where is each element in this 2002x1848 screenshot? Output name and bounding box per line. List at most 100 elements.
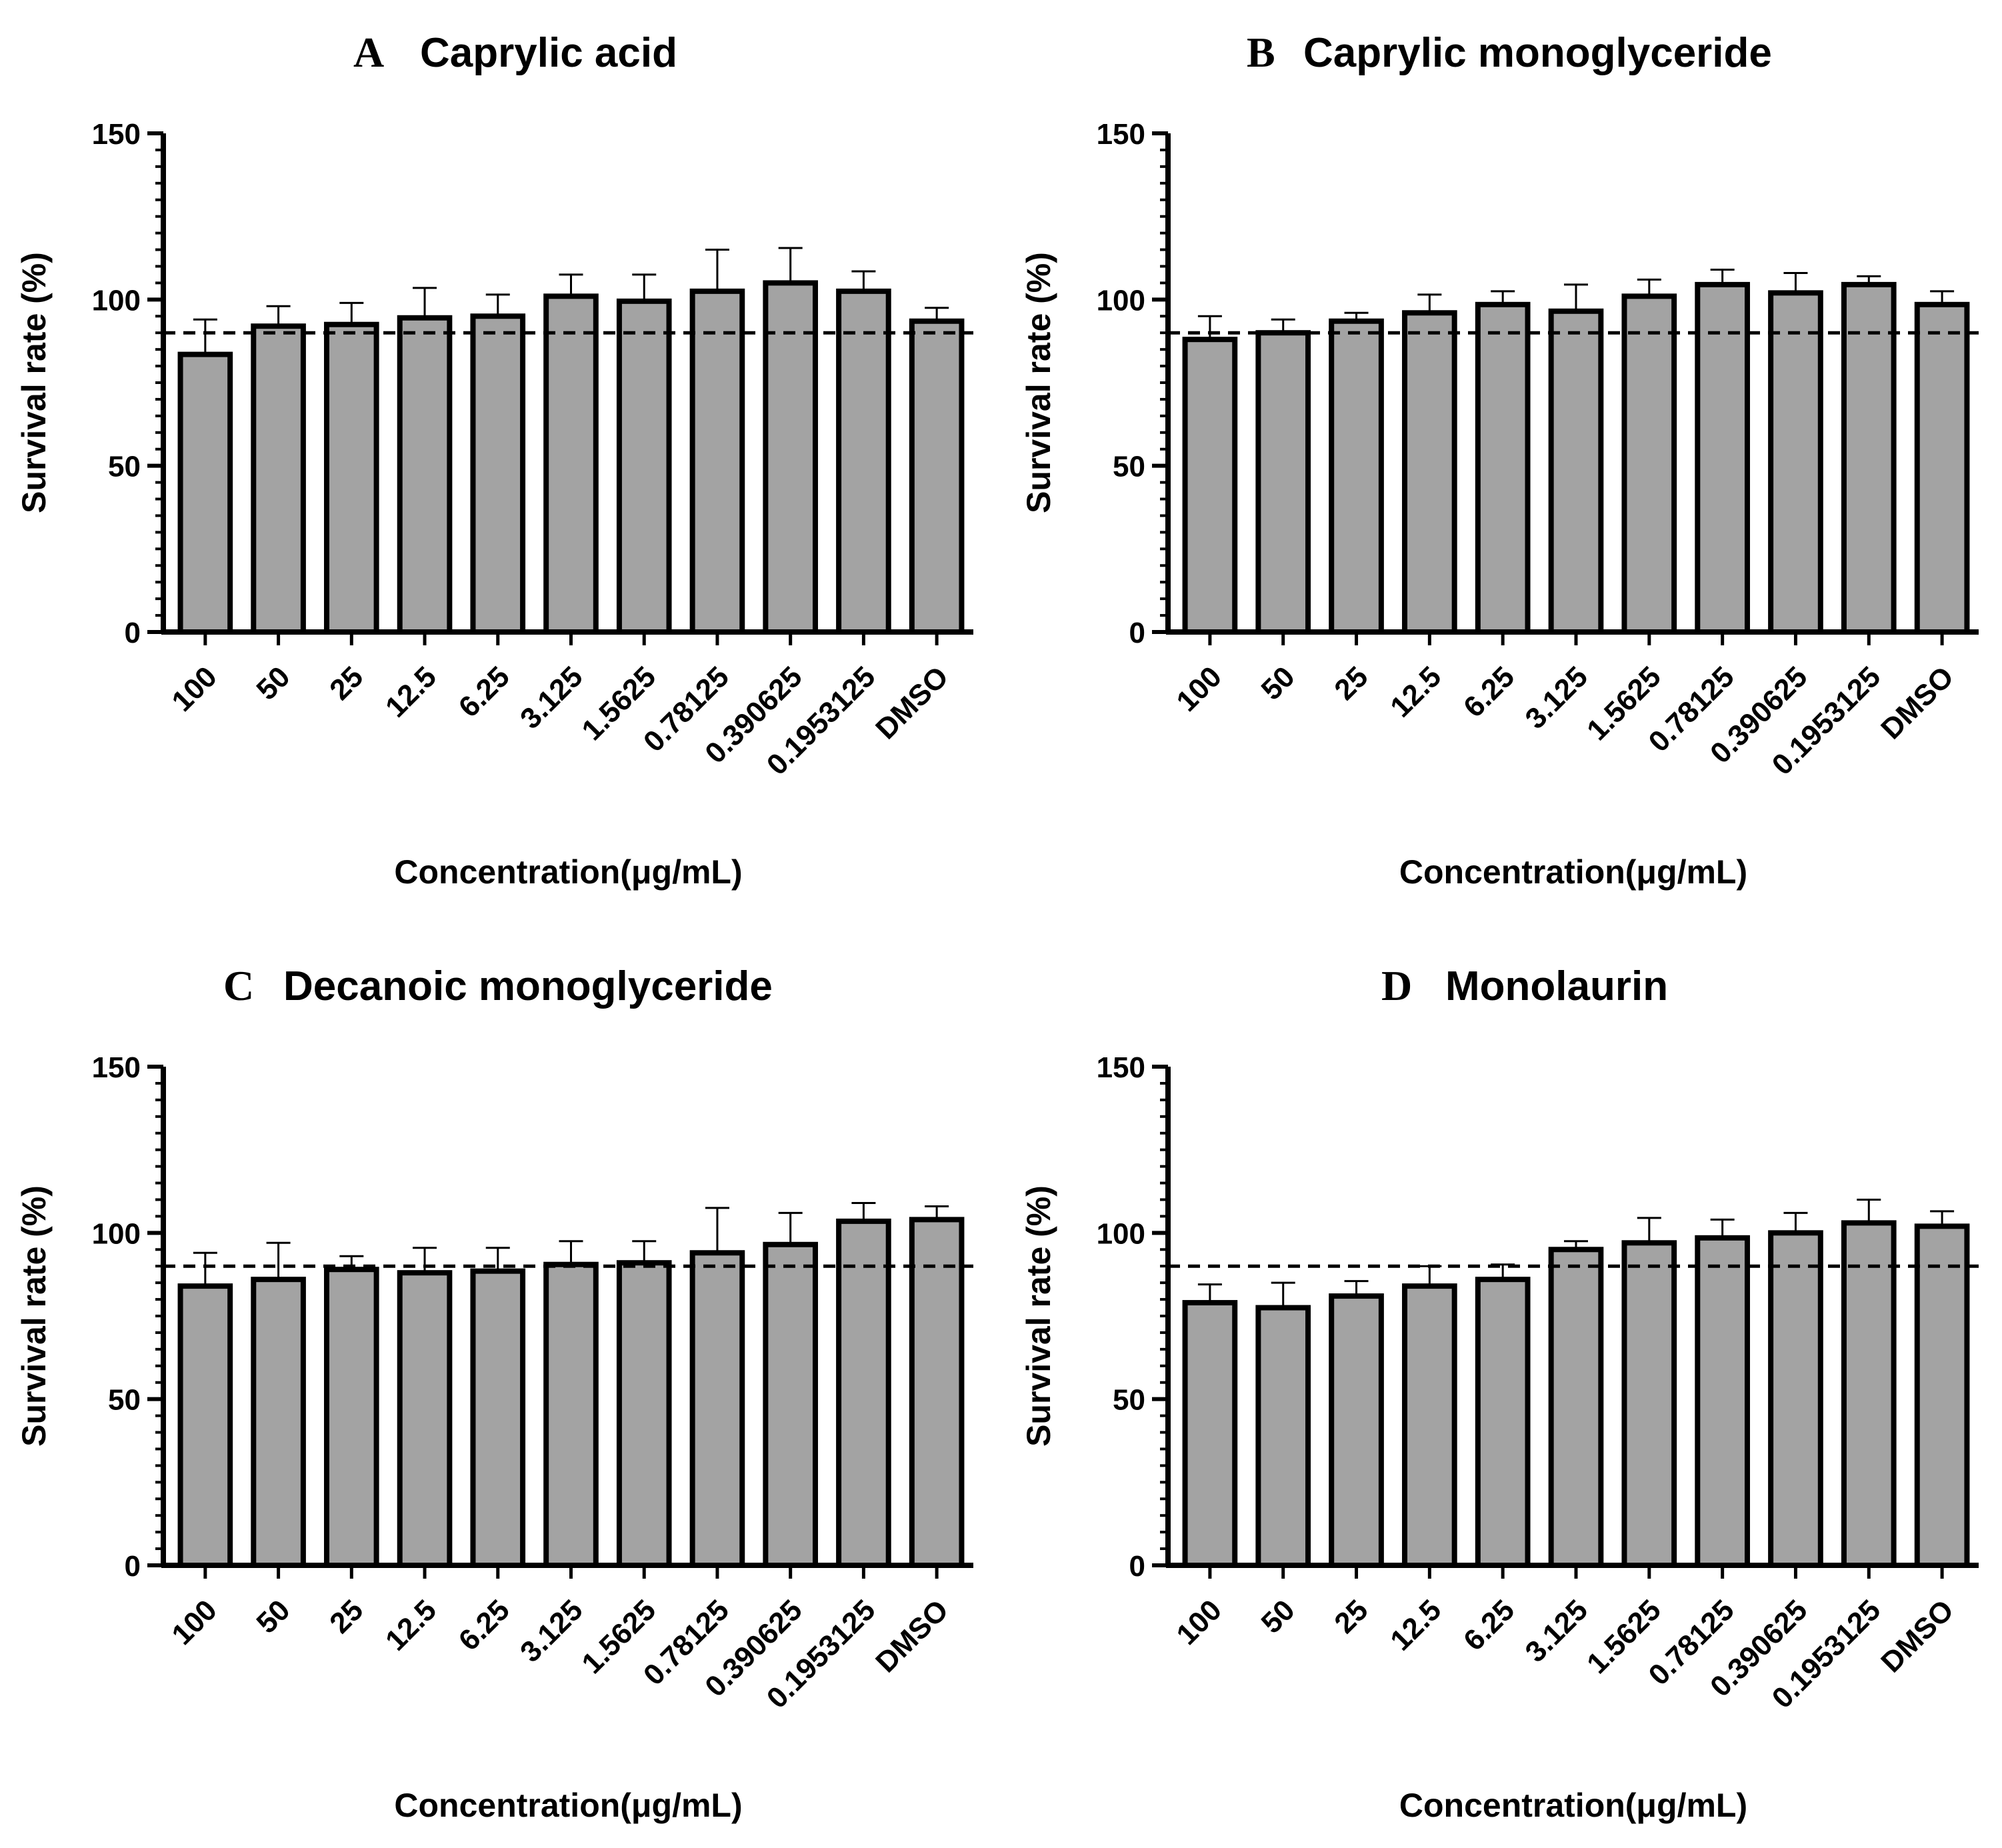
bar (1402, 310, 1457, 635)
x-tick-label: 12.5 (379, 660, 443, 723)
y-axis-label: Survival rate (%) (15, 1185, 53, 1447)
y-tick-label: 150 (1097, 1051, 1145, 1084)
bar (397, 1270, 453, 1568)
x-axis-label: Concentration(μg/mL) (394, 1787, 742, 1824)
x-tick-label: 25 (1328, 1593, 1374, 1639)
bar (1329, 318, 1384, 635)
bar (1621, 1240, 1677, 1568)
bar (1255, 330, 1311, 635)
x-tick-label: 6.25 (453, 660, 516, 723)
y-tick-label: 50 (1113, 1384, 1145, 1417)
y-tick-label: 100 (1097, 284, 1145, 317)
x-tick-label: 6.25 (453, 1593, 516, 1657)
bar (543, 293, 599, 635)
bar (397, 315, 453, 635)
y-tick-label: 0 (1129, 617, 1145, 649)
x-tick-label: 12.5 (1384, 660, 1447, 723)
x-tick-label: 100 (165, 1593, 223, 1651)
bar (177, 351, 233, 635)
y-tick-label: 50 (108, 1384, 141, 1417)
bar (1475, 1277, 1531, 1568)
bar (763, 280, 818, 635)
chart-panel-a: A Caprylic acid Survival rate (%) 0 50 100 150… (15, 29, 973, 891)
panel-title: Monolaurin (1445, 963, 1668, 1009)
y-axis-label: Survival rate (%) (1020, 252, 1057, 513)
x-axis-label: Concentration(μg/mL) (1399, 1787, 1747, 1824)
x-tick-label: 6.25 (1457, 660, 1521, 723)
y-tick-label: 100 (1097, 1217, 1145, 1250)
x-axis-label: Concentration(μg/mL) (1399, 853, 1747, 891)
x-tick-label: 50 (250, 660, 296, 706)
panel-letter: D (1381, 962, 1412, 1009)
y-tick-label: 100 (92, 284, 141, 317)
bar (470, 313, 526, 635)
x-tick-label: DMSO (1875, 660, 1960, 745)
x-tick-label: 50 (1255, 660, 1301, 706)
bar (689, 288, 745, 635)
x-tick-label: 100 (1170, 660, 1228, 718)
panel-letter: C (223, 962, 254, 1009)
bar (251, 323, 306, 635)
y-tick-label: 0 (125, 1550, 141, 1583)
panel-letter: A (353, 29, 384, 76)
x-tick-label: 6.25 (1457, 1593, 1521, 1657)
x-tick-label: 12.5 (1384, 1593, 1447, 1657)
y-axis-label: Survival rate (%) (1020, 1185, 1057, 1447)
y-tick-label: 150 (92, 1051, 141, 1084)
bar (616, 1260, 672, 1569)
bar (616, 298, 672, 635)
y-tick-label: 50 (1113, 451, 1145, 483)
x-tick-label: 25 (323, 660, 369, 706)
x-tick-label: DMSO (869, 1593, 955, 1679)
bar (1768, 1230, 1823, 1569)
bar (1841, 281, 1897, 635)
chart-panel-d: D Monolaurin Survival rate (%) 0 50 100 150 100… (1020, 962, 1979, 1824)
bar (1255, 1305, 1311, 1568)
bar (1695, 281, 1750, 635)
x-tick-label: 12.5 (379, 1593, 443, 1657)
bar (543, 1261, 599, 1568)
bar (763, 1241, 818, 1568)
bar (689, 1250, 745, 1568)
bar (1475, 301, 1531, 635)
panel-title: Caprylic monoglyceride (1303, 30, 1772, 76)
bar (1621, 293, 1677, 635)
y-tick-label: 0 (1129, 1550, 1145, 1583)
bar (177, 1283, 233, 1568)
bar (251, 1277, 306, 1568)
bar (1768, 290, 1823, 635)
chart-panel-c: C Decanoic monoglyceride Survival rate (%)… (15, 962, 973, 1824)
x-tick-label: 50 (1255, 1593, 1301, 1639)
y-axis-label: Survival rate (%) (15, 252, 53, 513)
y-tick-label: 150 (1097, 118, 1145, 151)
y-tick-label: 100 (92, 1217, 141, 1250)
bar (909, 318, 965, 635)
x-tick-label: DMSO (1875, 1593, 1960, 1679)
bar (1182, 1300, 1238, 1568)
bar (470, 1268, 526, 1569)
panel-title: Caprylic acid (420, 30, 677, 76)
x-tick-label: 25 (323, 1593, 369, 1639)
bar (836, 1218, 891, 1568)
x-tick-label: 100 (165, 660, 223, 718)
y-tick-label: 0 (125, 617, 141, 649)
bar (1695, 1235, 1750, 1569)
x-axis-label: Concentration(μg/mL) (394, 853, 742, 891)
bar (1182, 337, 1238, 635)
bar (909, 1217, 965, 1569)
bar (1841, 1220, 1897, 1568)
y-tick-label: 50 (108, 451, 141, 483)
x-tick-label: DMSO (869, 660, 955, 745)
x-tick-label: 25 (1328, 660, 1374, 706)
bar (1402, 1283, 1457, 1568)
bar (1914, 301, 1970, 635)
x-tick-label: 50 (250, 1593, 296, 1639)
panel-letter: B (1247, 29, 1275, 76)
bar (1914, 1223, 1970, 1568)
chart-panel-b: B Caprylic monoglyceride Survival rate (%)… (1020, 29, 1979, 891)
bar (324, 1267, 379, 1568)
bar (1548, 1247, 1604, 1569)
x-tick-label: 100 (1170, 1593, 1228, 1651)
bar (324, 321, 379, 635)
